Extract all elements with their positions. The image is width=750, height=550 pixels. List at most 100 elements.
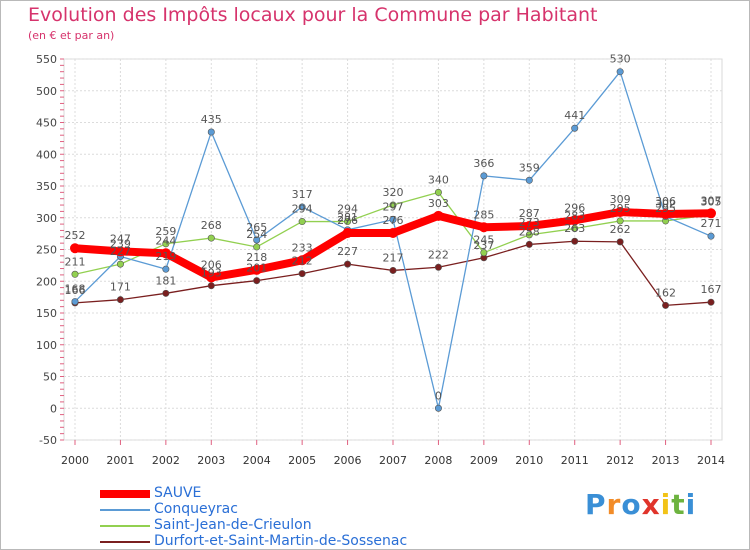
- data-point: [571, 124, 579, 132]
- data-label: 283: [564, 210, 585, 223]
- legend-label: Durfort-et-Saint-Martin-de-Sossenac: [154, 533, 408, 549]
- data-point: [706, 208, 716, 219]
- proxiti-logo: Proxiti: [585, 488, 696, 521]
- data-label: 276: [383, 214, 404, 227]
- data-label: 245: [473, 234, 494, 247]
- x-tick-label: 2012: [606, 454, 634, 467]
- data-label: 297: [383, 201, 404, 214]
- data-point: [71, 298, 79, 306]
- data-label: 265: [246, 221, 267, 234]
- y-tick-label: 150: [36, 307, 57, 320]
- legend-swatch: [100, 525, 150, 527]
- data-point: [524, 221, 535, 232]
- data-point: [569, 215, 580, 226]
- data-label: 237: [473, 239, 494, 252]
- data-label: 320: [383, 186, 404, 199]
- data-point: [207, 234, 215, 242]
- y-tick-label: 500: [36, 85, 57, 98]
- legend-label: Saint-Jean-de-Crieulon: [154, 517, 312, 533]
- chart-title: Evolution des Impôts locaux pour la Comm…: [28, 4, 598, 26]
- x-tick-label: 2008: [424, 454, 452, 467]
- x-tick-label: 2001: [106, 454, 134, 467]
- data-label: 259: [155, 225, 176, 238]
- data-point: [389, 216, 397, 224]
- data-point: [253, 277, 261, 285]
- data-point: [207, 282, 215, 290]
- logo-letter: o: [621, 488, 642, 521]
- data-label: 287: [519, 207, 540, 220]
- data-label: 295: [655, 202, 676, 215]
- data-point: [70, 243, 80, 254]
- data-label: 317: [292, 188, 313, 201]
- data-label: 271: [701, 217, 722, 230]
- data-point: [707, 298, 715, 306]
- data-label: 193: [201, 267, 222, 280]
- x-tick-label: 2004: [243, 454, 271, 467]
- y-tick-label: 250: [36, 244, 57, 257]
- data-label: 268: [201, 219, 222, 232]
- data-label: 166: [65, 284, 86, 297]
- data-label: 262: [610, 223, 631, 236]
- y-tick-label: 550: [36, 53, 57, 66]
- data-point: [480, 249, 488, 257]
- data-point: [525, 240, 533, 248]
- data-point: [206, 272, 217, 283]
- data-label: 258: [519, 225, 540, 238]
- chart-subtitle: (en € et par an): [28, 29, 115, 42]
- data-label: 206: [201, 258, 222, 271]
- data-label: 273: [519, 216, 540, 229]
- y-tick-label: -50: [39, 434, 57, 447]
- y-tick-label: 400: [36, 148, 57, 161]
- data-label: 201: [246, 262, 267, 275]
- x-tick-label: 2007: [379, 454, 407, 467]
- data-label: 227: [110, 245, 131, 258]
- data-point: [251, 264, 262, 275]
- data-point: [660, 208, 671, 219]
- data-label: 295: [610, 202, 631, 215]
- logo-letter: t: [671, 488, 686, 521]
- data-label: 366: [473, 157, 494, 170]
- data-point: [571, 225, 579, 233]
- data-label: 305: [701, 196, 722, 209]
- data-label: 227: [337, 245, 358, 258]
- data-point: [434, 404, 442, 412]
- data-point: [388, 227, 398, 238]
- data-point: [71, 270, 79, 278]
- data-label: 285: [473, 208, 494, 221]
- data-point: [616, 217, 624, 225]
- data-label: 307: [701, 194, 722, 207]
- data-point: [115, 246, 126, 257]
- legend-swatch: [100, 490, 150, 498]
- legend-label: Conqueyrac: [154, 501, 238, 517]
- data-label: 219: [155, 250, 176, 263]
- data-point: [297, 255, 308, 266]
- y-tick-label: 200: [36, 275, 57, 288]
- data-label: 281: [337, 211, 358, 224]
- data-point: [389, 201, 397, 209]
- data-label: 162: [655, 286, 676, 299]
- data-label: 217: [383, 251, 404, 264]
- x-tick-label: 2010: [515, 454, 543, 467]
- data-point: [162, 240, 170, 248]
- x-tick-label: 2005: [288, 454, 316, 467]
- data-label: 0: [435, 389, 442, 402]
- data-label: 530: [610, 53, 631, 66]
- logo-letter: i: [660, 488, 672, 521]
- data-point: [662, 301, 670, 309]
- data-point: [116, 296, 124, 304]
- data-point: [162, 289, 170, 297]
- x-tick-label: 2011: [561, 454, 589, 467]
- data-label: 340: [428, 173, 449, 186]
- data-point: [433, 210, 444, 221]
- data-label: 309: [610, 193, 631, 206]
- data-point: [434, 263, 442, 271]
- data-label: 435: [201, 113, 222, 126]
- data-label: 252: [65, 229, 86, 242]
- data-point: [298, 218, 306, 226]
- data-point: [253, 243, 261, 251]
- data-label: 254: [246, 228, 267, 241]
- y-tick-label: 300: [36, 212, 57, 225]
- data-label: 263: [564, 222, 585, 235]
- data-label: 218: [246, 251, 267, 264]
